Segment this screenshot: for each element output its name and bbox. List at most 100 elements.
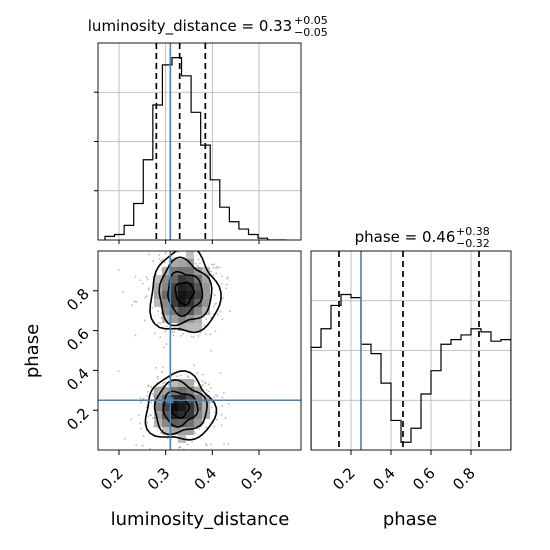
sample-point: [122, 291, 124, 294]
sample-point: [220, 282, 223, 285]
sample-point: [143, 319, 146, 322]
sample-point: [117, 268, 120, 271]
density-cell: [178, 307, 186, 315]
density-cell: [154, 403, 162, 411]
sample-point: [213, 411, 216, 414]
sample-point: [214, 330, 217, 333]
sample-point: [162, 365, 165, 368]
sample-point: [190, 335, 193, 338]
sample-point: [220, 424, 223, 427]
contour-line: [167, 270, 204, 318]
sample-point: [221, 405, 223, 407]
y-axis-label-phase: phase: [22, 324, 43, 378]
density-cell: [202, 403, 210, 411]
sample-point: [179, 457, 181, 459]
density-cell: [162, 427, 170, 435]
sample-point: [193, 364, 195, 367]
density-cell: [178, 403, 186, 411]
sample-point: [135, 300, 138, 303]
density-cell: [170, 403, 178, 411]
sample-point: [217, 313, 219, 316]
sample-point: [222, 297, 225, 299]
sample-point: [179, 446, 182, 449]
sample-point: [213, 396, 216, 399]
sample-point: [158, 234, 160, 236]
sample-point: [164, 330, 167, 333]
x-axis-label-luminosity-distance: luminosity_distance: [111, 509, 290, 530]
histogram-step-line: [311, 293, 511, 450]
sample-point: [218, 266, 221, 269]
density-cell: [162, 419, 170, 427]
sample-point: [150, 401, 152, 404]
sample-point: [182, 332, 185, 335]
sample-point: [177, 251, 180, 254]
density-cell: [178, 283, 186, 291]
sample-point: [216, 418, 218, 421]
sample-point: [225, 287, 227, 290]
density-cell: [162, 299, 170, 307]
density-cell: [194, 323, 202, 331]
sample-point: [215, 394, 217, 397]
sample-point: [162, 385, 164, 387]
phase-title-plus: +0.38: [456, 225, 490, 238]
sample-point: [194, 432, 197, 435]
sample-point: [186, 443, 189, 446]
sample-point: [165, 343, 168, 345]
contour-line: [144, 370, 218, 441]
x-tick-label: 0.4: [369, 464, 399, 494]
sample-point: [195, 262, 197, 265]
sample-point: [167, 384, 170, 386]
sample-point: [161, 371, 163, 374]
contour-line: [149, 251, 222, 334]
density-cell: [178, 323, 186, 331]
luminosity-distance-title-minus: −0.05: [294, 26, 328, 39]
density-cell: [170, 419, 178, 427]
sample-point: [159, 336, 162, 339]
density-cell: [178, 419, 186, 427]
sample-point: [176, 375, 178, 378]
luminosity-distance-vs-phase-panel: 0.2 0.3 0.4 0.5 0.2 0.4 0.6 0.8: [63, 234, 302, 494]
sample-point: [203, 249, 205, 251]
density-cell: [154, 299, 162, 307]
density-cell: [178, 291, 186, 299]
sample-point: [221, 396, 224, 399]
sample-point: [139, 279, 142, 282]
axes-frame: [97, 250, 302, 451]
sample-point: [220, 247, 222, 249]
sample-point: [149, 447, 152, 450]
sample-point: [163, 261, 166, 264]
sample-point: [139, 401, 142, 404]
sample-point: [180, 374, 182, 377]
density-cell: [178, 387, 186, 395]
sample-point: [197, 258, 200, 261]
sample-point: [223, 443, 225, 446]
sample-point: [227, 442, 230, 445]
sample-point: [131, 304, 134, 306]
density-cell: [178, 395, 186, 403]
sample-point: [139, 422, 141, 425]
sample-point: [165, 325, 168, 328]
sample-point: [226, 277, 229, 280]
sample-point: [186, 375, 189, 378]
density-cell: [154, 387, 162, 395]
density-cell: [186, 275, 194, 283]
sample-point: [213, 263, 215, 266]
density-cell: [162, 395, 170, 403]
density-cell: [162, 291, 170, 299]
sample-point: [219, 310, 222, 313]
density-cell: [170, 379, 178, 387]
sample-point: [150, 414, 152, 417]
sample-point: [197, 385, 200, 388]
sample-point: [145, 276, 148, 278]
sample-point: [196, 372, 198, 375]
sample-point: [175, 467, 177, 469]
sample-point: [176, 322, 179, 325]
sample-point: [197, 335, 200, 337]
sample-point: [199, 262, 201, 265]
density-cell: [202, 307, 210, 315]
density-cell: [194, 411, 202, 419]
sample-point: [201, 373, 204, 376]
density-cell: [186, 323, 194, 331]
x-tick-label: 0.8: [449, 464, 479, 494]
luminosity-distance-histogram-panel: [94, 42, 302, 244]
